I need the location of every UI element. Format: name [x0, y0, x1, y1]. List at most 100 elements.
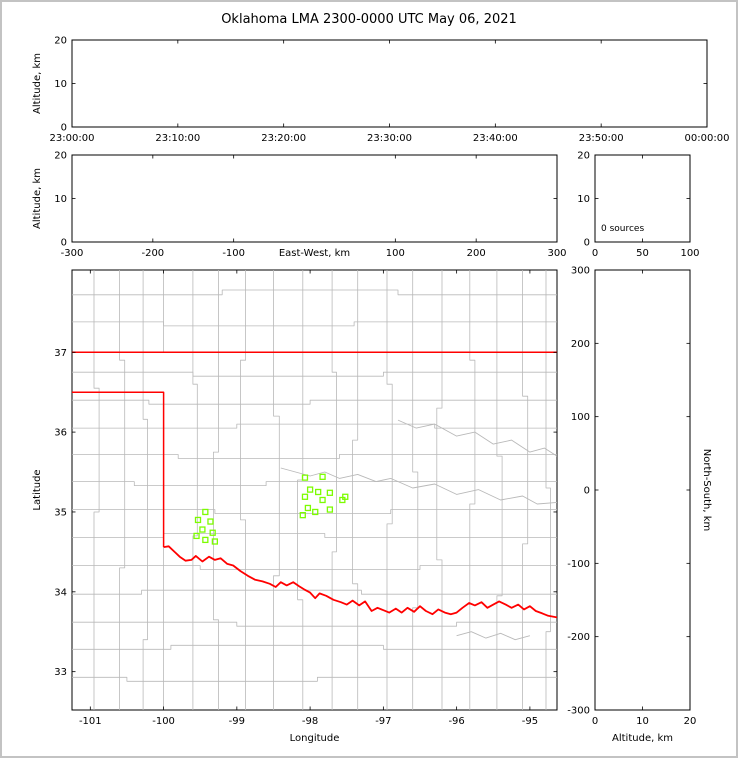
time-height-panel: 23:00:00 23:10:00 23:20:00 23:30:00 23:40:00…: [32, 36, 729, 145]
county-boundary-line: [119, 270, 126, 710]
county-boundary-line: [496, 270, 503, 710]
county-boundary-line: [93, 270, 100, 710]
county-boundary-line: [72, 533, 557, 538]
state-border-line: [72, 391, 165, 548]
east-west-height-panel: -300 -200 -100 100 200 300 0 10 20 East-West, km A…: [32, 151, 567, 260]
source-count-annotation: 0 sources: [601, 224, 644, 234]
figure-title: Oklahoma LMA 2300-0000 UTC May 06, 2021: [221, 12, 517, 27]
lma-station-marker: [211, 538, 219, 545]
county-boundary-line: [297, 270, 304, 710]
lma-station-marker: [199, 526, 206, 533]
y-tick-label: 34: [54, 587, 67, 598]
y-tick-label: 0: [61, 123, 67, 134]
x-tick-label: 23:40:00: [473, 133, 518, 144]
lma-station-marker: [326, 489, 334, 496]
red-river-line: [163, 545, 557, 619]
lma-station-marker: [299, 512, 306, 519]
x-tick-label: 200: [467, 248, 486, 259]
x-tick-label: 100: [680, 248, 699, 259]
y-tick-label: 10: [54, 194, 67, 205]
y-tick-label: 100: [571, 412, 590, 423]
county-boundary-line: [72, 423, 557, 429]
county-boundary-line: [72, 321, 557, 327]
lma-station-marker: [207, 518, 214, 525]
x-tick-label: 23:10:00: [155, 133, 200, 144]
plan-view-map-panel: -101 -100 -99 -98 -97 -96 -95 33 34 35 36 37 Longitu…: [32, 269, 558, 744]
y-tick-label: 300: [571, 266, 590, 277]
y-axis-label: Altitude, km: [32, 168, 43, 229]
source-histogram-panel: 0 50 100 0 10 20 0 sources: [577, 151, 699, 260]
county-boundary-line: [212, 270, 219, 710]
river-line-gray: [397, 419, 557, 457]
x-tick-label: 100: [386, 248, 405, 259]
x-tick-label: 0: [592, 248, 598, 259]
y-tick-label: 10: [54, 79, 67, 90]
county-boundary-line: [240, 270, 247, 710]
county-boundary-line: [72, 289, 557, 296]
y-tick-label: 10: [577, 194, 590, 205]
county-boundary-line: [72, 644, 557, 650]
y-tick-label: 0: [584, 486, 590, 497]
lma-station-marker: [304, 504, 312, 512]
county-boundary-line: [72, 676, 557, 682]
lma-station-marker: [209, 529, 216, 536]
lma-station-marker: [301, 474, 309, 481]
x-tick-label: 0: [592, 716, 598, 727]
county-boundary-line: [72, 481, 557, 487]
y-tick-label: 0: [61, 238, 67, 249]
county-boundary-line: [331, 270, 337, 710]
axes-box: [71, 269, 558, 711]
lma-station-marker: [319, 473, 326, 480]
y-tick-label: 35: [54, 507, 67, 518]
county-boundary-line: [192, 270, 198, 710]
river-line-gray: [280, 467, 557, 505]
lma-station-marker: [306, 486, 314, 493]
axes-box: [594, 154, 691, 243]
lma-station-marker: [319, 496, 326, 504]
map-layers: [72, 270, 557, 710]
y-axis-label: Altitude, km: [32, 53, 43, 114]
x-tick-label: -100: [152, 716, 175, 727]
y-tick-label: 200: [571, 339, 590, 350]
y-tick-label: -100: [567, 559, 590, 570]
river-line-gray: [456, 631, 531, 641]
x-tick-label: -97: [375, 716, 391, 727]
y-tick-label: -300: [567, 706, 590, 717]
x-tick-label: 300: [547, 248, 566, 259]
axes-box: [71, 39, 708, 128]
county-boundary-line: [273, 270, 280, 710]
x-tick-label: 50: [636, 248, 649, 259]
lma-station-marker: [315, 488, 322, 496]
y-axis-label: Latitude: [32, 469, 43, 510]
county-boundary-line: [72, 589, 557, 595]
lma-station-marker: [342, 493, 349, 500]
x-tick-label: 00:00:00: [685, 133, 730, 144]
county-boundary-line: [142, 270, 148, 710]
x-tick-label: 23:00:00: [50, 133, 95, 144]
y-tick-label: 20: [577, 151, 590, 162]
county-boundary-line: [72, 399, 557, 405]
county-boundary-line: [545, 270, 551, 710]
y-tick-label: 20: [54, 36, 67, 47]
lma-station-marker: [312, 508, 319, 516]
county-boundary-line: [522, 270, 529, 710]
x-tick-label: 23:20:00: [261, 133, 306, 144]
x-tick-label: -99: [229, 716, 245, 727]
axes-box: [71, 154, 558, 243]
x-tick-label: -98: [302, 716, 318, 727]
county-boundary-line: [412, 270, 419, 710]
x-axis-label: Altitude, km: [612, 733, 673, 744]
x-tick-label: -95: [522, 716, 538, 727]
lma-station-marker: [193, 532, 200, 540]
county-boundary-line: [386, 270, 393, 710]
x-tick-label: -100: [222, 248, 245, 259]
x-tick-label: 10: [636, 716, 649, 727]
county-boundary-line: [72, 371, 557, 377]
x-tick-label: 23:50:00: [579, 133, 624, 144]
county-boundary-line: [72, 454, 557, 459]
x-tick-label: -200: [141, 248, 164, 259]
y-tick-label: 37: [54, 348, 67, 359]
county-boundary-line: [436, 270, 443, 710]
